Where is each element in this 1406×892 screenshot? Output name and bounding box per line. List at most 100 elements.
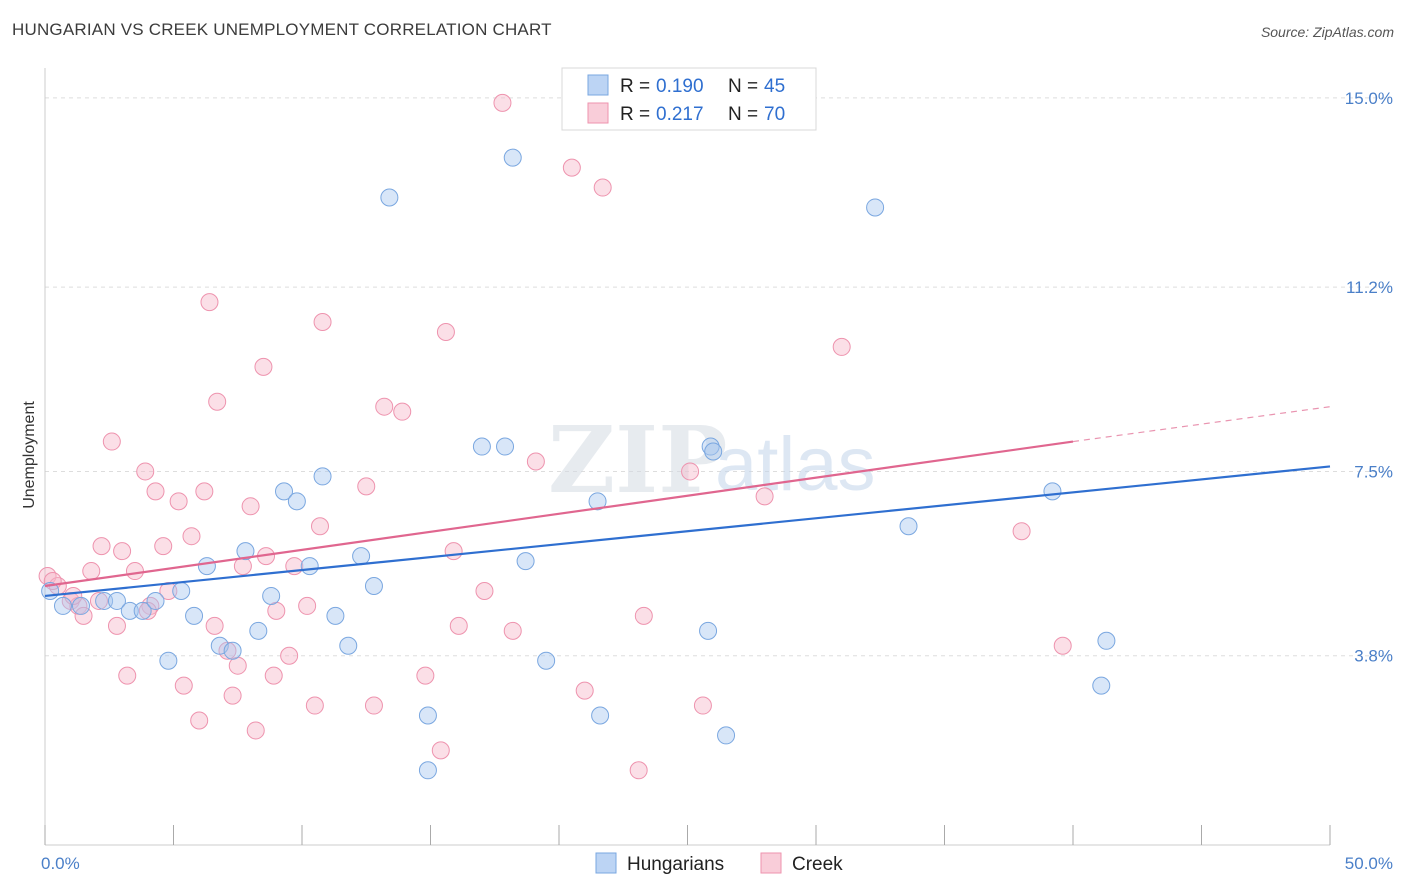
creek-point [298, 596, 317, 615]
creek-point [305, 696, 324, 715]
creek-point [436, 322, 455, 341]
watermark: ZIP atlas [548, 406, 876, 514]
creek-point [118, 666, 137, 685]
legend-bottom-swatch-creek [760, 852, 782, 874]
hungarian-point [591, 706, 610, 725]
y-tick-label: 7.5% [1354, 462, 1393, 481]
creek-point [138, 601, 157, 620]
creek-point [169, 492, 188, 511]
hungarian-point [53, 596, 72, 615]
hungarian-point [1092, 676, 1111, 695]
legend-swatch-hungarians [587, 74, 609, 96]
creek-point [246, 721, 265, 740]
creek-point [493, 93, 512, 112]
hungarian-point [516, 552, 535, 571]
creek-point [634, 606, 653, 625]
creek-point [228, 656, 247, 675]
creek-point [254, 357, 273, 376]
hungarian-point [313, 467, 332, 486]
trend-lines [44, 406, 1331, 598]
creek-point [562, 158, 581, 177]
hungarian-point [699, 621, 718, 640]
creek-point [503, 621, 522, 640]
chart-title: HUNGARIAN VS CREEK UNEMPLOYMENT CORRELAT… [12, 20, 552, 39]
hungarian-point [249, 621, 268, 640]
legend-r-label-1: R = [620, 76, 650, 97]
creek-point [107, 616, 126, 635]
creek-point [629, 761, 648, 780]
hungarian-point [380, 188, 399, 207]
creek-point [136, 462, 155, 481]
hungarian-point [503, 148, 522, 167]
creek-point [593, 178, 612, 197]
creek-point [205, 616, 224, 635]
hungarian-point [300, 557, 319, 576]
hungarian-point [899, 517, 918, 536]
hungarian-point [339, 636, 358, 655]
creek-point [200, 293, 219, 312]
hungarian-point [496, 437, 515, 456]
hungarian-trend-line [44, 465, 1331, 598]
source-label: Source: ZipAtlas.com [1260, 24, 1394, 40]
legend-swatch-creek [587, 102, 609, 124]
hungarian-point [352, 547, 371, 566]
hungarian-point [701, 437, 720, 456]
hungarian-point [197, 557, 216, 576]
hungarian-point [588, 492, 607, 511]
legend-n-label-2: N = [728, 104, 758, 125]
creek-point [755, 487, 774, 506]
hungarian-point [364, 577, 383, 595]
hungarian-point [159, 651, 178, 670]
creek-point [113, 542, 132, 561]
hungarian-point [704, 442, 723, 461]
axes [44, 68, 1331, 846]
legend-n-value-2: 70 [764, 104, 785, 125]
x-tick-label: 0.0% [41, 854, 80, 873]
hungarian-point [146, 591, 165, 610]
hungarian-point [1043, 482, 1062, 501]
creek-point [154, 537, 173, 556]
hungarian-point [287, 492, 306, 511]
hungarian-point [172, 581, 191, 600]
hungarian-point [472, 437, 491, 456]
creek-point [267, 601, 286, 620]
hungarian-point [236, 542, 255, 561]
x-tick-label: 50.0% [1345, 854, 1393, 873]
creek-point [182, 527, 201, 546]
y-tick-label: 11.2% [1346, 278, 1393, 297]
creek-point [575, 681, 594, 700]
hungarian-point [418, 761, 437, 780]
legend-r-value-2: 0.217 [656, 104, 704, 125]
creek-point [92, 537, 111, 556]
y-tick-label: 3.8% [1354, 647, 1393, 666]
creek-point [313, 313, 332, 332]
creek-point [190, 711, 209, 730]
legend-n-value-1: 45 [764, 76, 785, 97]
legend-n-label-1: N = [728, 76, 758, 97]
gridlines [45, 97, 1390, 657]
creek-point [416, 666, 435, 685]
hungarian-point [107, 591, 126, 610]
y-tick-label: 15.0% [1345, 89, 1393, 108]
hungarian-point [185, 606, 204, 625]
hungarian-points [41, 73, 1116, 780]
hungarian-point [262, 586, 281, 605]
y-axis-title: Unemployment [21, 401, 38, 509]
creek-point [1053, 636, 1072, 655]
legend-r-value-1: 0.190 [656, 76, 704, 97]
creek-point [208, 392, 227, 411]
creek-point [357, 477, 376, 496]
creek-point [475, 581, 494, 600]
hungarian-point [537, 651, 556, 670]
hungarian-point [866, 198, 885, 217]
hungarian-point [275, 482, 294, 501]
series-legend: Hungarians Creek [595, 852, 843, 875]
creek-point [174, 676, 193, 695]
creek-point [125, 562, 144, 581]
hungarian-point [223, 641, 242, 660]
creek-point [393, 402, 412, 421]
creek-point [195, 482, 214, 501]
creek-points [38, 78, 1072, 780]
creek-trend-line [44, 440, 1074, 588]
